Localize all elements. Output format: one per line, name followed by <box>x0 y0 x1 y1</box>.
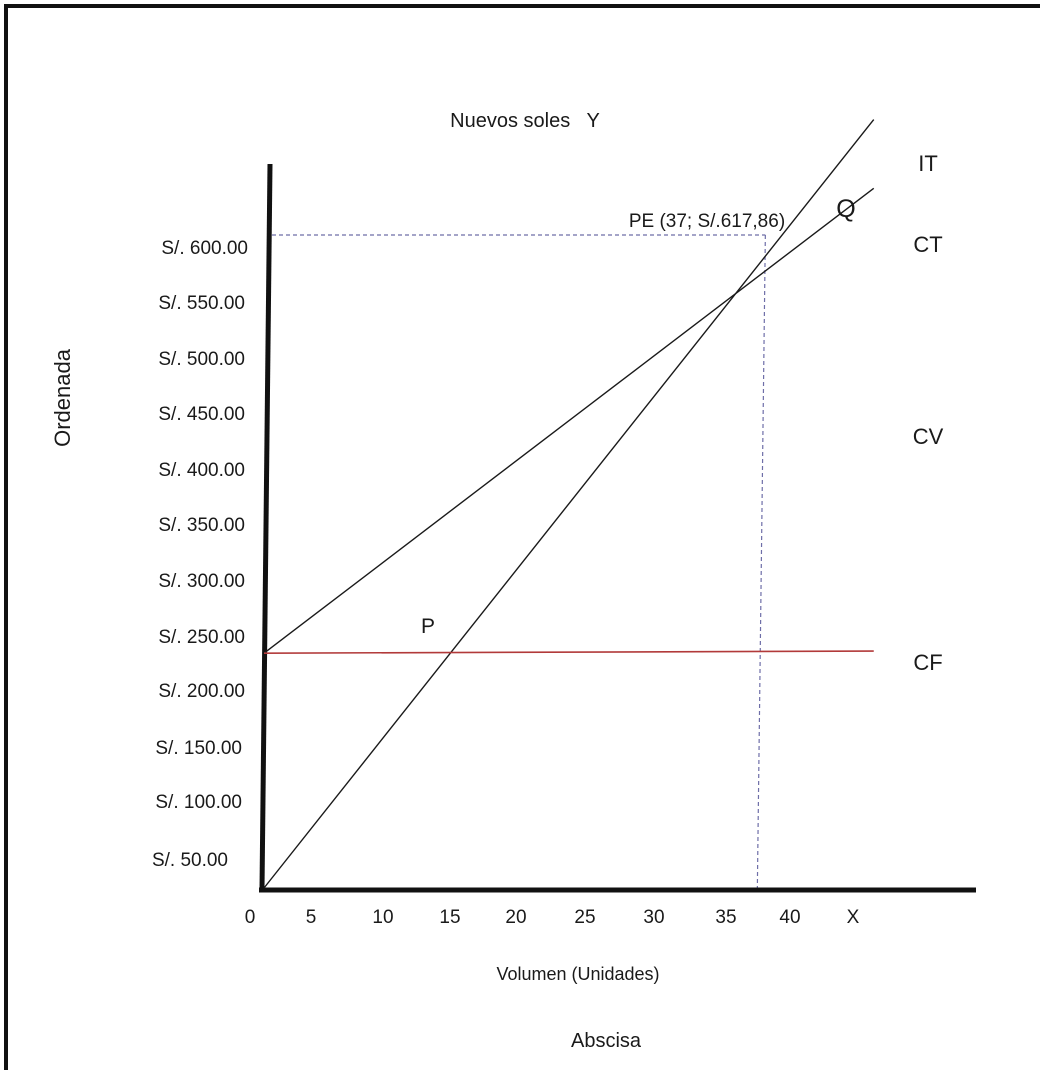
y-axis-title: Nuevos soles Y <box>450 110 600 132</box>
break-even-label: PE (37; S/.617,86) <box>629 211 785 232</box>
x-tick-label-0: 0 <box>245 907 256 928</box>
y-tick-label-550: S/. 550.00 <box>158 293 245 314</box>
x-tick-labels: 0 5 10 15 20 25 30 35 40 <box>245 907 801 928</box>
series-line-ct <box>263 187 875 654</box>
legend-label-it: IT <box>918 151 938 176</box>
y-tick-label-100: S/. 100.00 <box>155 792 242 813</box>
y-tick-label-200: S/. 200.00 <box>158 681 245 702</box>
legend-label-cv: CV <box>913 424 944 449</box>
series-line-cf <box>263 650 874 654</box>
y-axis-side-label: Ordenada <box>50 348 75 447</box>
legend-label-cf: CF <box>913 650 942 675</box>
y-tick-label-350: S/. 350.00 <box>158 515 245 536</box>
y-tick-label-400: S/. 400.00 <box>158 460 245 481</box>
y-tick-label-150: S/. 150.00 <box>155 738 242 759</box>
y-tick-labels: S/. 50.00 S/. 100.00 S/. 150.00 S/. 200.… <box>152 238 248 871</box>
y-tick-label-300: S/. 300.00 <box>158 571 245 592</box>
x-tick-label-5: 5 <box>306 907 317 928</box>
x-axis-secondary-label: Abscisa <box>571 1030 642 1052</box>
annotation-q: Q <box>836 195 855 223</box>
y-tick-label-450: S/. 450.00 <box>158 404 245 425</box>
legend-label-ct: CT <box>913 232 942 257</box>
y-axis-line <box>259 163 273 890</box>
x-tick-label-35: 35 <box>715 907 736 928</box>
x-tick-label-40: 40 <box>779 907 800 928</box>
break-even-vertical-guide <box>756 234 766 889</box>
series-line-it <box>263 119 875 889</box>
page-border <box>4 4 1040 1075</box>
x-tick-label-25: 25 <box>574 907 595 928</box>
y-tick-label-600: S/. 600.00 <box>161 238 248 259</box>
y-tick-label-50: S/. 50.00 <box>152 850 228 871</box>
x-tick-label-30: 30 <box>643 907 664 928</box>
y-tick-label-250: S/. 250.00 <box>158 627 245 648</box>
y-tick-label-500: S/. 500.00 <box>158 349 245 370</box>
x-axis-title: Volumen (Unidades) <box>496 964 659 984</box>
annotation-p: P <box>421 615 435 638</box>
x-tick-label-15: 15 <box>439 907 460 928</box>
x-tick-label-20: 20 <box>505 907 526 928</box>
x-axis-end-label: X <box>847 907 860 928</box>
x-tick-label-10: 10 <box>372 907 393 928</box>
